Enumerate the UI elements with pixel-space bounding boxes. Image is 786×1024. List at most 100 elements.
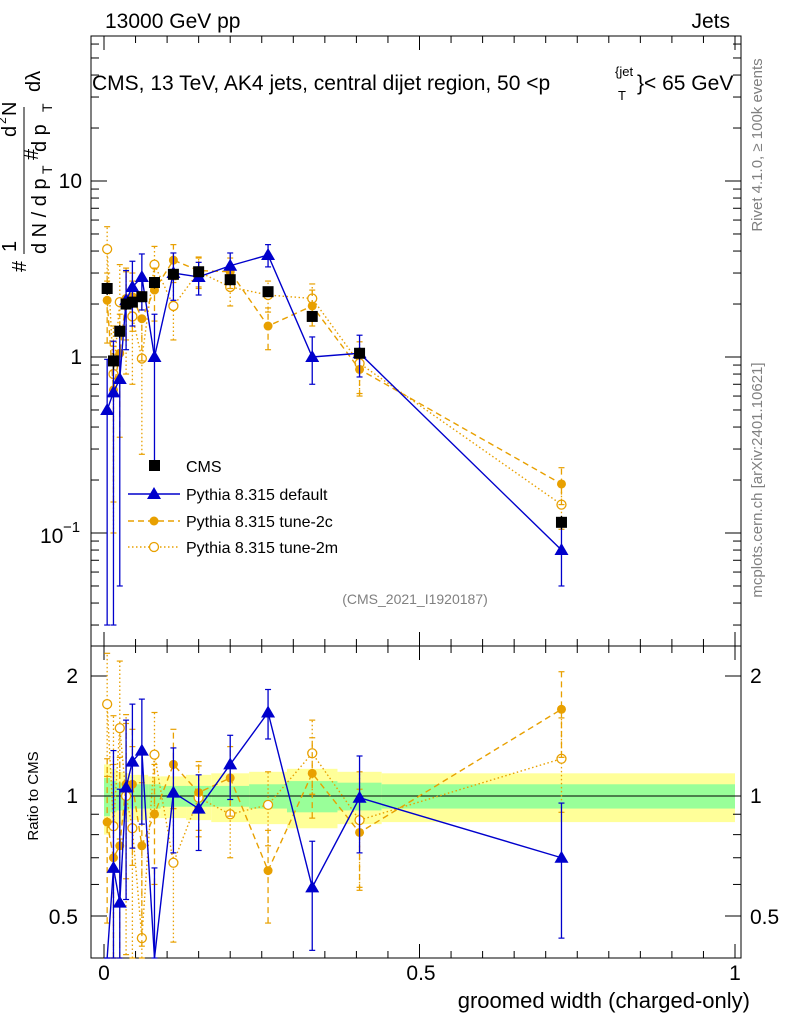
data-point-pythia-8-315-default bbox=[554, 543, 569, 556]
series-line-pythia-8-315-tune-2m bbox=[106, 249, 562, 506]
data-point-cms bbox=[148, 277, 160, 289]
legend: CMS Pythia 8.315 default Pythia 8.315 tu… bbox=[128, 459, 338, 557]
ratio-point-pythia-8-315-default bbox=[223, 757, 238, 770]
y-axis-label: # 1 d N / d p T # d 2 N d p T dλ bbox=[0, 71, 55, 272]
y-label-n: N bbox=[0, 102, 21, 116]
ratio-point-pythia-8-315-default bbox=[134, 743, 149, 756]
data-point-cms bbox=[126, 296, 138, 308]
rivet-version-label: Rivet 4.1.0, ≥ 100k events bbox=[749, 58, 766, 231]
ratio-series-layer bbox=[102, 652, 569, 959]
data-point-cms bbox=[136, 291, 148, 303]
ratio-tick-label-1-left: 1 bbox=[66, 785, 78, 808]
data-point-cms bbox=[306, 310, 318, 322]
plot-title-sub: T bbox=[618, 88, 626, 103]
data-point-cms bbox=[555, 516, 567, 528]
series-line-pythia-8-315-default bbox=[106, 254, 562, 551]
legend-marker-tune-2m bbox=[148, 541, 160, 553]
data-point-cms bbox=[262, 286, 274, 298]
plot-title-main: CMS, 13 TeV, AK4 jets, central dijet reg… bbox=[92, 72, 550, 95]
ratio-point-pythia-8-315-default bbox=[352, 790, 367, 803]
ratio-point-pythia-8-315-default bbox=[125, 754, 140, 767]
ratio-point-pythia-8-315-tune-2c bbox=[263, 866, 273, 876]
legend-entry-cms: CMS bbox=[149, 459, 222, 476]
ratio-tick-label-1-right: 1 bbox=[750, 785, 762, 808]
ratio-point-pythia-8-315-tune-2m bbox=[114, 722, 125, 734]
data-point-cms bbox=[120, 298, 132, 310]
ratio-line-pythia-8-315-tune-2c bbox=[106, 708, 562, 873]
ratio-tick-label-0.5-right: 0.5 bbox=[750, 906, 779, 929]
y-label-dlambda: dλ bbox=[23, 71, 45, 92]
data-point-pythia-8-315-default bbox=[134, 269, 149, 282]
legend-label-cms: CMS bbox=[186, 459, 222, 476]
ratio-point-pythia-8-315-default bbox=[119, 780, 134, 793]
y-label-hash-1: # bbox=[9, 260, 31, 272]
ratio-point-pythia-8-315-default bbox=[166, 785, 181, 798]
ratio-point-pythia-8-315-tune-2c bbox=[307, 768, 317, 778]
data-point-pythia-8-315-default bbox=[125, 279, 140, 292]
ratio-point-pythia-8-315-default bbox=[305, 880, 320, 893]
data-point-pythia-8-315-tune-2m bbox=[102, 244, 113, 255]
ratio-point-pythia-8-315-tune-2c bbox=[149, 809, 159, 819]
data-point-cms bbox=[224, 274, 236, 286]
legend-marker-default bbox=[147, 487, 161, 499]
data-point-pythia-8-315-default bbox=[106, 385, 121, 398]
data-point-pythia-8-315-default bbox=[223, 258, 238, 271]
ratio-line-pythia-8-315-default bbox=[106, 710, 562, 959]
ratio-point-pythia-8-315-default bbox=[191, 801, 206, 814]
plot-title: CMS, 13 TeV, AK4 jets, central dijet reg… bbox=[92, 64, 733, 103]
ratio-point-pythia-8-315-default bbox=[554, 850, 569, 863]
y-label-hash-2: # bbox=[21, 148, 43, 160]
ratio-point-pythia-8-315-tune-2c bbox=[102, 817, 112, 827]
plot-title-tail: }< 65 GeV bbox=[637, 72, 733, 95]
ratio-plot-frame bbox=[90, 645, 742, 959]
data-point-pythia-8-315-tune-2c bbox=[556, 479, 566, 489]
legend-entry-tune-2m: Pythia 8.315 tune-2m bbox=[128, 540, 338, 557]
mcplots-label: mcplots.cern.ch [arXiv:2401.10621] bbox=[749, 362, 766, 597]
legend-label-default: Pythia 8.315 default bbox=[186, 487, 328, 504]
x-tick-label-0: 0 bbox=[98, 962, 110, 985]
y-tick-label-base: 10 bbox=[40, 525, 63, 548]
data-point-cms bbox=[167, 268, 179, 280]
y-tick-label-1: 1 bbox=[70, 346, 82, 369]
data-point-cms bbox=[354, 347, 366, 359]
main-series-layer bbox=[100, 226, 569, 626]
y-tick-label-10: 10 bbox=[59, 170, 82, 193]
data-point-cms bbox=[101, 283, 113, 295]
data-point-pythia-8-315-tune-2m bbox=[168, 300, 179, 312]
data-point-cms bbox=[107, 355, 119, 367]
plot-title-sup: {jet bbox=[615, 64, 633, 79]
legend-marker-tune-2c bbox=[149, 516, 159, 526]
data-point-pythia-8-315-default bbox=[100, 402, 115, 415]
legend-entry-tune-2c: Pythia 8.315 tune-2c bbox=[128, 514, 333, 531]
data-point-pythia-8-315-default bbox=[147, 350, 162, 362]
data-point-pythia-8-315-tune-2c bbox=[307, 301, 317, 311]
ratio-tick-label-0.5-left: 0.5 bbox=[49, 906, 78, 929]
ratio-point-pythia-8-315-tune-2m bbox=[102, 698, 113, 710]
ratio-point-pythia-8-315-tune-2m bbox=[262, 799, 274, 811]
data-point-pythia-8-315-default bbox=[261, 247, 276, 260]
data-point-pythia-8-315-tune-2c bbox=[263, 321, 273, 331]
ratio-point-pythia-8-315-tune-2m bbox=[149, 749, 160, 760]
ratio-y-axis-label: Ratio to CMS bbox=[25, 751, 42, 840]
band-inner-segment bbox=[104, 777, 111, 817]
y-label-d: d bbox=[0, 126, 21, 137]
y-label-dn-dpt: d N / d p bbox=[29, 178, 51, 254]
ratio-tick-label-2-left: 2 bbox=[66, 665, 78, 688]
y-label-two: 2 bbox=[0, 117, 9, 124]
data-point-pythia-8-315-default bbox=[305, 350, 320, 362]
data-point-pythia-8-315-tune-2c bbox=[137, 314, 147, 324]
legend-label-tune-2m: Pythia 8.315 tune-2m bbox=[186, 540, 338, 557]
y-label-dpt-2: d p bbox=[29, 124, 51, 152]
data-point-cms bbox=[114, 325, 126, 337]
data-point-pythia-8-315-default bbox=[112, 371, 127, 384]
analysis-id-label: (CMS_2021_I1920187) bbox=[342, 591, 488, 607]
y-label-one: 1 bbox=[0, 241, 21, 252]
y-label-t-sub-1: T bbox=[39, 165, 55, 174]
y-tick-label-exponent: −1 bbox=[63, 519, 80, 536]
axis-ticks bbox=[91, 36, 741, 958]
ratio-point-pythia-8-315-default bbox=[106, 860, 121, 873]
legend-marker-cms bbox=[149, 460, 160, 471]
y-tick-label-0.1: 10 −1 bbox=[40, 519, 80, 548]
x-axis-label: groomed width (charged-only) bbox=[458, 988, 750, 1013]
